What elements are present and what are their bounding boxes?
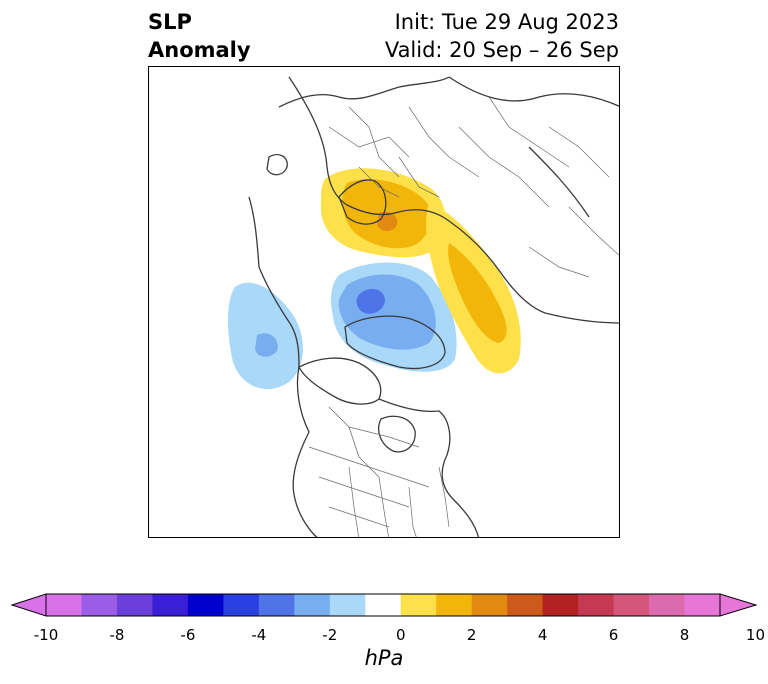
colorbar-bin [294,594,331,616]
colorbar-tick-label: 10 [745,626,766,644]
colorbar-bin [223,594,260,616]
colorbar-bin [365,594,402,616]
colorbar-bin [507,594,544,616]
colorbar-bin [400,594,437,616]
country-borders [328,96,619,278]
hudson-bay-coast [378,415,416,453]
colorbar-tick-label: 6 [608,626,619,644]
colorbar-bin [436,594,473,616]
anomaly-fills [228,168,521,390]
colorbar-bin [258,594,295,616]
colorbar-bin [649,594,686,616]
europe-coast [278,76,450,108]
colorbar-outline [45,593,721,617]
colorbar [10,593,758,617]
colorbar-tick-label: 8 [679,626,690,644]
scandinavia-coast [338,179,387,225]
colorbar-bin [329,594,366,616]
russia-positive-mid [448,243,507,343]
state-borders [308,406,450,537]
colorbar-bin [542,594,579,616]
uk-coast [266,153,288,176]
colorbar-tick-label: 2 [466,626,477,644]
colorbar-tick-label: -8 [109,626,125,644]
polar-map [228,76,619,537]
colorbar-tick-label: -10 [33,626,59,644]
arctic-negative-core [356,288,385,314]
pacific-negative-core [255,333,278,357]
alaska-coast [248,196,300,368]
title-line-1: SLP [148,10,192,34]
canada-arctic-coast [298,357,382,405]
colorbar-bin [187,594,224,616]
colorbar-tick-label: -4 [251,626,267,644]
coastlines [248,76,619,537]
colorbar-bin [81,594,118,616]
map-panel [148,66,620,538]
valid-range: Valid: 20 Sep – 26 Sep [384,38,619,62]
colorbar-tick-label: -2 [322,626,338,644]
colorbar-tick-label: 4 [537,626,548,644]
init-valid-text: Init: Tue 29 Aug 2023 Valid: 20 Sep – 26… [385,8,619,64]
colorbar-unit-label: hPa [364,646,404,670]
colorbar-tick-label: 0 [395,626,406,644]
colorbar-bin [46,594,82,616]
colorbar-bins [10,593,758,617]
colorbar-bin [152,594,189,616]
colorbar-bin [578,594,615,616]
greenland-coast [344,315,446,370]
north-america-coast [292,366,480,537]
title-line-2: Anomaly [148,38,251,62]
colorbar-bin [116,594,153,616]
colorbar-extend-low [10,593,47,617]
colorbar-bin [613,594,650,616]
asia-coast [448,76,619,218]
init-date: Init: Tue 29 Aug 2023 [394,10,619,34]
colorbar-tick-label: -6 [180,626,196,644]
colorbar-bin [684,594,721,616]
colorbar-extend-high [719,593,758,617]
map-title: SLP Anomaly [148,8,251,64]
colorbar-bin [471,594,508,616]
eurasia-coast [288,76,619,324]
